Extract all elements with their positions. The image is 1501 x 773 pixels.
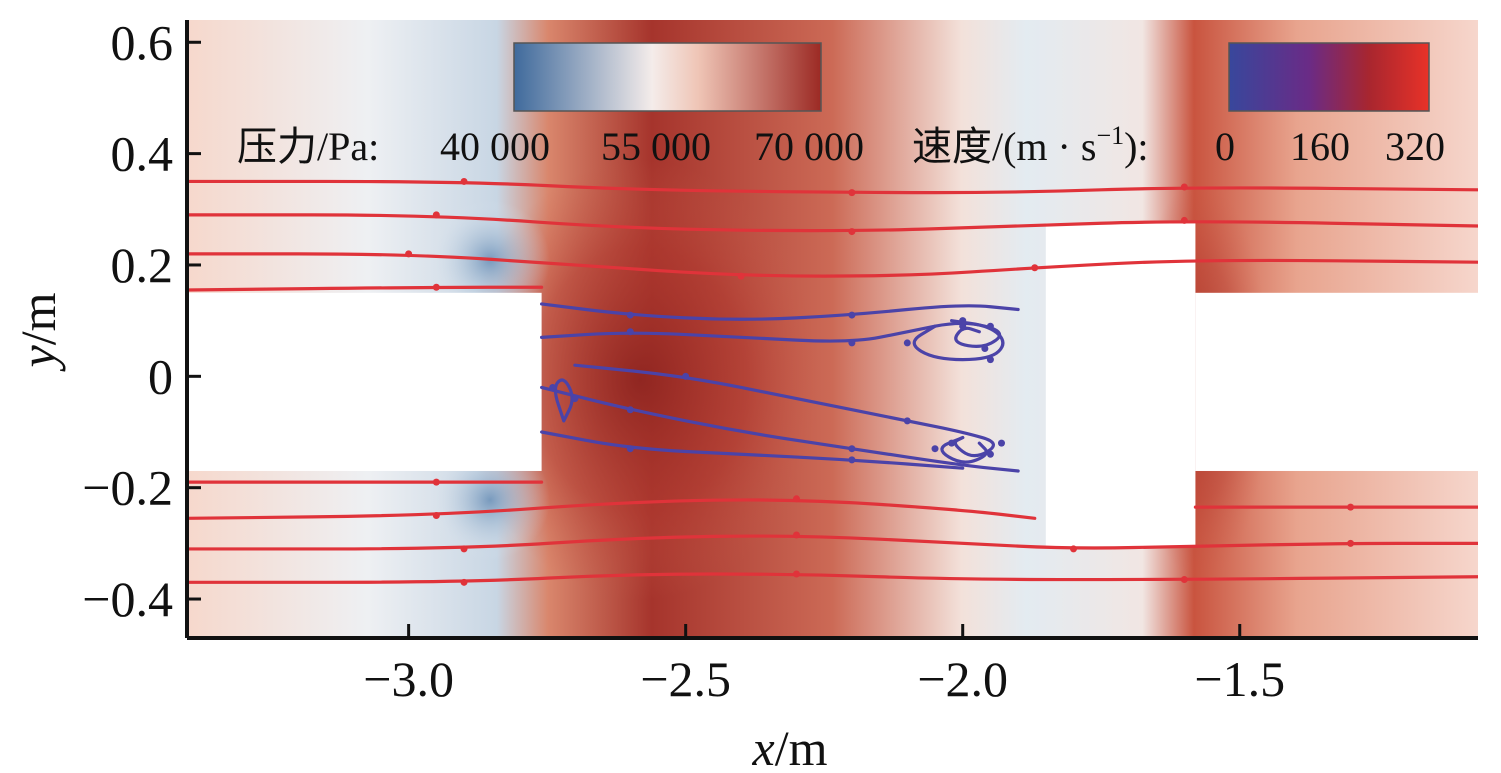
y-tick-label-5: −0.4: [82, 571, 173, 627]
fast-streamline-1: [187, 213, 1478, 233]
fast-streamline-marker-8-1: [460, 578, 468, 586]
slow-streamline-marker-4-3: [848, 456, 856, 464]
slow-streamline-marker-5-3: [571, 395, 579, 403]
fast-streamline-marker-7-5: [1070, 545, 1078, 553]
fast-streamline-marker-7-3: [792, 531, 800, 539]
pressure-colorbar: [513, 42, 822, 112]
fast-streamline-marker-3-1: [432, 283, 440, 291]
y-tick-label-2: 0.2: [111, 237, 174, 293]
fast-streamline-marker-0-5: [1180, 183, 1188, 191]
x-tick-label-2: −2.0: [917, 651, 1008, 707]
fast-streamline-marker-5-3: [792, 495, 800, 503]
slow-streamline-7: [940, 435, 989, 464]
velocity-tick-low: 0: [1215, 124, 1235, 169]
slow-streamline-marker-5-1: [549, 383, 557, 391]
fast-streamline-0: [187, 179, 1478, 195]
velocity-legend: 速度/(m · s−1): 0 160 320: [912, 42, 1445, 169]
fast-streamline-marker-1-5: [1180, 216, 1188, 224]
pressure-legend-label: 压力/Pa:: [237, 124, 379, 169]
fast-streamline-8: [187, 572, 1478, 584]
fast-streamline-marker-2-5: [1031, 264, 1039, 272]
fast-streamline-marker-1-1: [432, 211, 440, 219]
slow-streamline-marker-6-1: [903, 339, 911, 347]
slow-streamline-marker-4-1: [626, 445, 634, 453]
solid-obstacles: [187, 223, 1478, 547]
fast-streamline-marker-2-3: [737, 272, 745, 280]
slow-streamline-marker-1-3: [848, 339, 856, 347]
x-tick-label-1: −2.5: [640, 651, 731, 707]
high-pressure-zone: [460, 160, 820, 600]
pressure-field: [187, 20, 1478, 638]
slow-streamline-marker-0-3: [848, 311, 856, 319]
velocity-colorbar: [1228, 42, 1430, 112]
fast-streamline-5: [187, 498, 1037, 520]
fast-streamline-2: [187, 252, 1478, 278]
axes: −3.0 −2.5 −2.0 −1.5 0.60.40.20−0.2−0.4 x/m …: [10, 14, 1478, 773]
y-tick-label-0: 0.6: [111, 14, 174, 70]
slow-streamline-marker-1-1: [626, 328, 634, 336]
velocity-tick-high: 320: [1385, 124, 1445, 169]
y-axis-ticks: 0.6 0.4 0.2 0 −0.2 −0.4: [82, 14, 201, 627]
y-tick-label-3: 0: [148, 348, 173, 404]
slow-streamline-marker-7-3: [986, 450, 994, 458]
x-axis-ticks: −3.0 −2.5 −2.0 −1.5: [363, 624, 1285, 707]
slow-streamline-marker-3-1: [626, 406, 634, 414]
velocity-tick-mid: 160: [1290, 124, 1350, 169]
fast-streamline-marker-4-1: [432, 478, 440, 486]
slow-streamline-marker-6-3: [986, 356, 994, 364]
slow-streamline-marker-3-3: [848, 445, 856, 453]
fast-streamline-3: [187, 285, 544, 292]
slow-streamline-marker-0-1: [626, 311, 634, 319]
slow-streamline-0: [540, 302, 1020, 321]
pressure-tick-mid: 55 000: [601, 124, 711, 169]
fast-streamline-marker-5-1: [432, 512, 440, 520]
fast-streamline-marker-6-1: [1347, 503, 1355, 511]
solid-block-2: [1195, 292, 1478, 471]
y-tick-label-4: −0.2: [82, 460, 173, 516]
pressure-legend: 压力/Pa: 40 000 55 000 70 000: [237, 42, 864, 169]
fast-streamline-marker-1-3: [848, 228, 856, 236]
pressure-tick-low: 40 000: [440, 124, 550, 169]
slow-streamline-marker-7-1: [931, 445, 939, 453]
velocity-legend-label: 速度/(m · s−1):: [912, 121, 1149, 169]
x-tick-label-0: −3.0: [363, 651, 454, 707]
fast-streamline-marker-2-1: [405, 250, 413, 258]
fast-streamline-marker-0-3: [848, 189, 856, 197]
slow-streamline-marker-2-3: [903, 417, 911, 425]
fast-streamline-7: [187, 534, 1478, 551]
slow-streamline-2: [573, 363, 995, 458]
slow-streamline-5: [553, 378, 574, 423]
fast-streamline-marker-7-1: [460, 545, 468, 553]
slow-streamline-1: [540, 321, 1002, 348]
fast-streamline-marker-0-1: [460, 177, 468, 185]
x-tick-label-3: −1.5: [1194, 651, 1285, 707]
fast-streamline-marker-7-7: [1347, 539, 1355, 547]
slow-streamline-marker-1-7: [981, 344, 989, 352]
pressure-tick-high: 70 000: [754, 124, 864, 169]
y-axis-title: y/m: [10, 292, 66, 372]
slow-streamline-marker-2-1: [682, 372, 690, 380]
slow-streamline-marker-2-5: [997, 439, 1005, 447]
solid-block-0: [187, 292, 542, 471]
slow-streamline-marker-1-9: [959, 322, 967, 330]
fast-streamline-marker-8-3: [792, 570, 800, 578]
slow-streamline-marker-6-5: [986, 322, 994, 330]
slow-streamline-3: [540, 385, 1020, 473]
slow-streamline-4: [540, 430, 965, 470]
fast-streamline-marker-8-5: [1180, 576, 1188, 584]
solid-block-1: [1045, 223, 1196, 547]
x-axis-title: x/m: [752, 720, 828, 773]
slow-streamline-6: [912, 319, 1005, 362]
y-tick-label-1: 0.4: [111, 126, 174, 182]
streamlines: [187, 177, 1478, 586]
